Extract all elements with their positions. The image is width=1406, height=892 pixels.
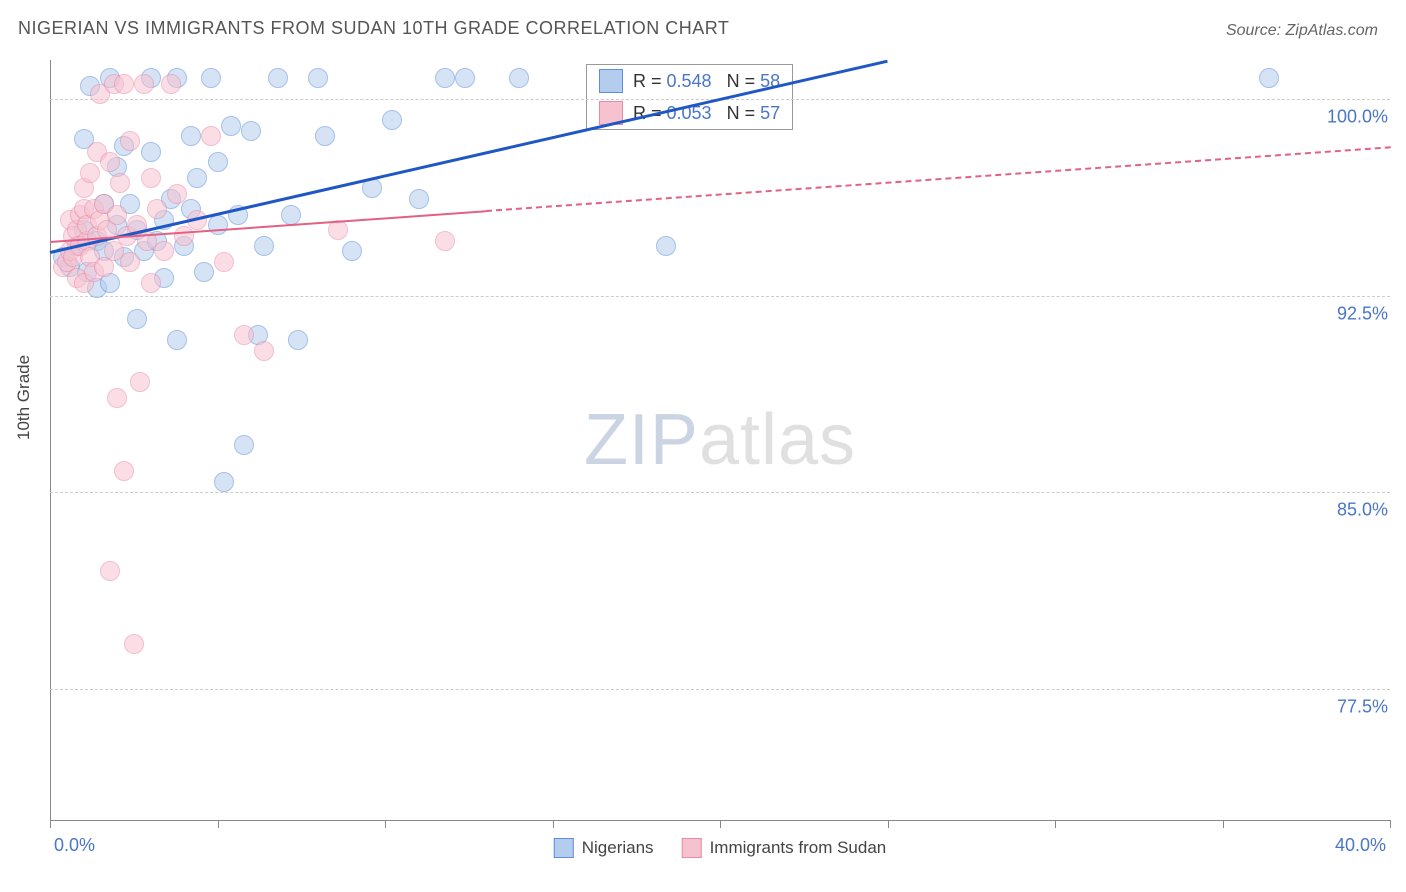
x-tick <box>50 820 51 828</box>
data-point <box>194 262 214 282</box>
data-point <box>509 68 529 88</box>
data-point <box>409 189 429 209</box>
data-point <box>80 163 100 183</box>
y-tick-label: 85.0% <box>1333 500 1392 521</box>
data-point <box>124 634 144 654</box>
y-axis-title: 10th Grade <box>14 355 34 440</box>
data-point <box>141 273 161 293</box>
data-point <box>167 330 187 350</box>
legend-series-label: Immigrants from Sudan <box>710 838 887 858</box>
data-point <box>114 461 134 481</box>
data-point <box>114 74 134 94</box>
x-tick <box>720 820 721 828</box>
legend-series-item: Nigerians <box>554 838 654 858</box>
data-point <box>181 126 201 146</box>
data-point <box>1259 68 1279 88</box>
gridline <box>50 689 1390 690</box>
data-point <box>241 121 261 141</box>
legend-series: Nigerians Immigrants from Sudan <box>554 838 887 858</box>
data-point <box>656 236 676 256</box>
y-tick-label: 92.5% <box>1333 303 1392 324</box>
legend-swatch <box>682 838 702 858</box>
y-tick-label: 100.0% <box>1323 107 1392 128</box>
data-point <box>130 372 150 392</box>
data-point <box>328 220 348 240</box>
data-point <box>174 226 194 246</box>
x-tick <box>1390 820 1391 828</box>
data-point <box>214 472 234 492</box>
x-tick <box>385 820 386 828</box>
gridline <box>50 492 1390 493</box>
data-point <box>288 330 308 350</box>
x-tick <box>1223 820 1224 828</box>
x-tick <box>1055 820 1056 828</box>
data-point <box>234 435 254 455</box>
x-axis-min-label: 0.0% <box>54 835 95 856</box>
data-point <box>221 116 241 136</box>
legend-correlation-box: R = 0.548 N = 58R = 0.053 N = 57 <box>586 64 793 130</box>
data-point <box>147 199 167 219</box>
data-point <box>100 152 120 172</box>
data-point <box>234 325 254 345</box>
data-point <box>268 68 288 88</box>
data-point <box>154 241 174 261</box>
legend-swatch <box>599 69 623 93</box>
data-point <box>100 561 120 581</box>
gridline <box>50 296 1390 297</box>
data-point <box>208 152 228 172</box>
data-point <box>455 68 475 88</box>
data-point <box>161 74 181 94</box>
data-point <box>110 173 130 193</box>
data-point <box>187 168 207 188</box>
x-tick <box>218 820 219 828</box>
x-tick <box>553 820 554 828</box>
data-point <box>281 205 301 225</box>
data-point <box>120 131 140 151</box>
legend-row: R = 0.548 N = 58 <box>587 65 792 97</box>
data-point <box>382 110 402 130</box>
data-point <box>435 231 455 251</box>
data-point <box>214 252 234 272</box>
data-point <box>127 309 147 329</box>
data-point <box>201 126 221 146</box>
data-point <box>208 215 228 235</box>
data-point <box>134 74 154 94</box>
legend-series-label: Nigerians <box>582 838 654 858</box>
data-point <box>120 252 140 272</box>
data-point <box>201 68 221 88</box>
data-point <box>315 126 335 146</box>
source-label: Source: ZipAtlas.com <box>1226 22 1378 40</box>
legend-series-item: Immigrants from Sudan <box>682 838 887 858</box>
data-point <box>254 341 274 361</box>
x-axis-max-label: 40.0% <box>1335 835 1386 856</box>
plot-area: ZIPatlas R = 0.548 N = 58R = 0.053 N = 5… <box>50 60 1390 821</box>
data-point <box>342 241 362 261</box>
data-point <box>141 142 161 162</box>
data-point <box>435 68 455 88</box>
data-point <box>167 184 187 204</box>
data-point <box>308 68 328 88</box>
x-tick <box>888 820 889 828</box>
legend-swatch <box>554 838 574 858</box>
data-point <box>141 168 161 188</box>
data-point <box>254 236 274 256</box>
chart-title: NIGERIAN VS IMMIGRANTS FROM SUDAN 10TH G… <box>18 18 729 39</box>
y-tick-label: 77.5% <box>1333 696 1392 717</box>
data-point <box>107 388 127 408</box>
data-point <box>107 205 127 225</box>
